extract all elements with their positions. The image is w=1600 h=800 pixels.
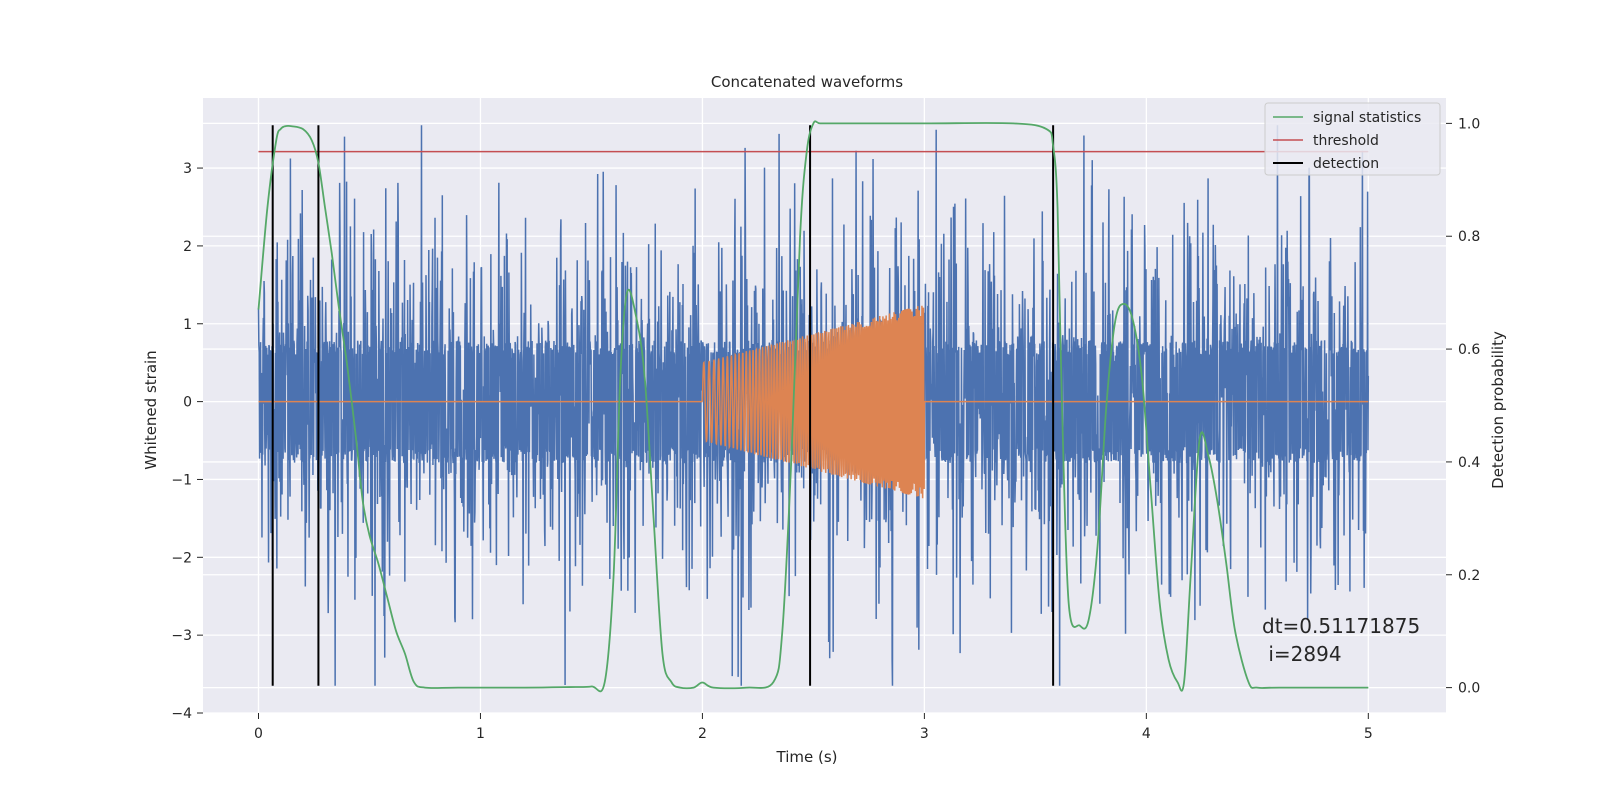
y2-tick-label: 0.4: [1458, 455, 1480, 471]
annotation-dt: dt=0.51171875: [1262, 614, 1420, 638]
legend-label: signal statistics: [1313, 110, 1421, 126]
y2-tick-label: 0.2: [1458, 568, 1480, 584]
x-tick-label: 0: [254, 726, 263, 742]
template-series: [258, 305, 1369, 499]
y2-tick-label: 1.0: [1458, 116, 1480, 132]
x-tick-label: 2: [698, 726, 707, 742]
chart-title: Concatenated waveforms: [711, 73, 903, 91]
annotation-i: i=2894: [1262, 642, 1342, 666]
x-tick-label: 4: [1142, 726, 1151, 742]
legend-label: detection: [1313, 156, 1379, 172]
legend-box: [1264, 102, 1441, 176]
legend-label: threshold: [1313, 133, 1379, 149]
x-tick-label: 1: [476, 726, 485, 742]
x-axis-label: Time (s): [776, 748, 838, 766]
y-tick-label: −3: [171, 628, 192, 644]
x-tick-label: 5: [1364, 726, 1373, 742]
y-tick-label: 1: [183, 317, 192, 333]
y-tick-label: −4: [171, 706, 192, 722]
y-tick-label: 0: [183, 395, 192, 411]
y2-tick-label: 0.8: [1458, 229, 1480, 245]
legend: signal statistics threshold detection: [1264, 102, 1441, 176]
plot-area: [257, 120, 1370, 693]
y2-axis-label: Detection probability: [1489, 331, 1507, 489]
y2-tick-label: 0.0: [1458, 681, 1480, 697]
y-axis-label: Whitened strain: [142, 350, 160, 469]
y-tick-label: −2: [171, 550, 192, 566]
y-tick-label: −1: [171, 472, 192, 488]
y2-tick-label: 0.6: [1458, 342, 1480, 358]
signal-statistics-line: [257, 120, 1369, 693]
x-tick-label: 3: [920, 726, 929, 742]
y-tick-label: 2: [183, 239, 192, 255]
axes: 0 1 2 3 4 5 −4 −3 −2 −1 0 1 2 3 0.0 0.2 0.4 0.6 0.8 1.0: [171, 116, 1480, 742]
y-tick-label: 3: [183, 161, 192, 177]
